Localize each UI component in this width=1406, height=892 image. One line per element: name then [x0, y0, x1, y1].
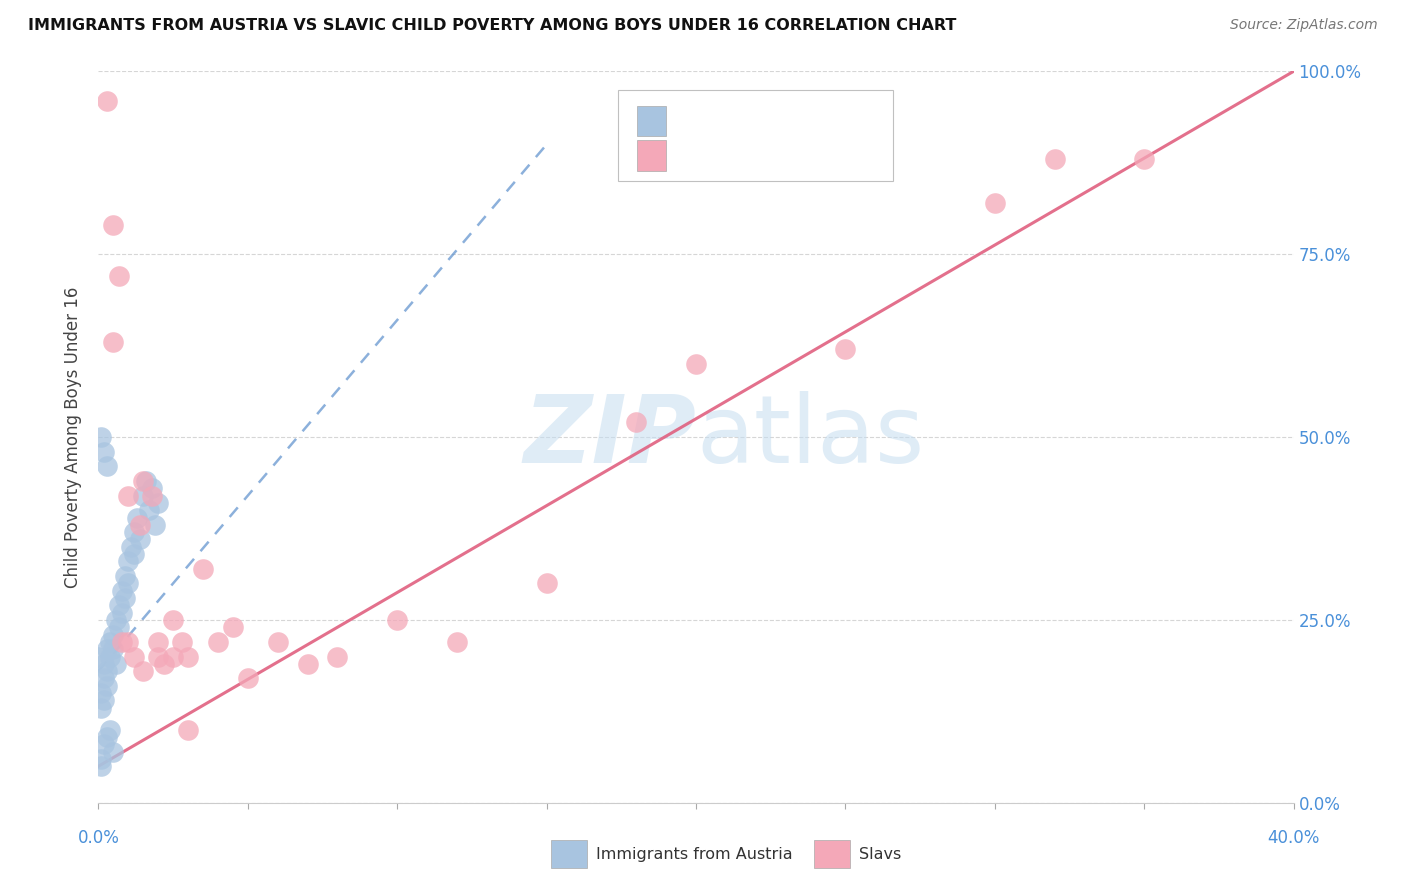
Point	[385, 613, 409, 627]
Point	[105, 613, 128, 627]
Text: R = 0.354: R = 0.354	[682, 112, 765, 130]
Point	[96, 679, 118, 693]
Point	[984, 196, 1007, 211]
Point	[124, 525, 146, 540]
Text: ZIP: ZIP	[523, 391, 696, 483]
Point	[87, 649, 110, 664]
Point	[117, 576, 139, 591]
Point	[96, 730, 118, 744]
Point	[96, 642, 118, 657]
Point	[103, 218, 125, 232]
Point	[117, 554, 139, 568]
Point	[111, 583, 134, 598]
Point	[129, 517, 152, 532]
Point	[207, 635, 229, 649]
Point	[108, 269, 131, 284]
Point	[117, 489, 139, 503]
Text: atlas: atlas	[696, 391, 924, 483]
Text: 0.0%: 0.0%	[77, 830, 120, 847]
Text: 40.0%: 40.0%	[1267, 830, 1320, 847]
FancyBboxPatch shape	[637, 140, 666, 171]
Point	[132, 474, 155, 488]
Point	[111, 635, 134, 649]
Point	[108, 599, 131, 613]
FancyBboxPatch shape	[814, 840, 851, 868]
Point	[96, 459, 118, 474]
Point	[236, 672, 259, 686]
Point	[124, 547, 146, 561]
Point	[143, 517, 166, 532]
Text: IMMIGRANTS FROM AUSTRIA VS SLAVIC CHILD POVERTY AMONG BOYS UNDER 16 CORRELATION : IMMIGRANTS FROM AUSTRIA VS SLAVIC CHILD …	[28, 18, 956, 33]
Point	[114, 569, 136, 583]
Point	[1043, 152, 1066, 166]
Point	[93, 693, 115, 707]
Point	[129, 533, 152, 547]
Point	[90, 686, 112, 700]
Point	[132, 664, 155, 678]
Point	[108, 620, 131, 634]
Text: Slavs: Slavs	[859, 847, 901, 862]
Point	[103, 745, 125, 759]
Point	[148, 649, 170, 664]
Point	[103, 642, 125, 657]
Point	[138, 503, 160, 517]
Point	[90, 430, 112, 444]
Point	[132, 489, 155, 503]
Point	[117, 635, 139, 649]
Point	[177, 723, 200, 737]
Point	[124, 649, 146, 664]
Point	[191, 562, 214, 576]
Point	[148, 635, 170, 649]
Point	[96, 664, 118, 678]
Point	[90, 752, 112, 766]
Point	[172, 635, 194, 649]
Text: N = 43: N = 43	[801, 112, 863, 130]
Point	[162, 613, 184, 627]
Point	[685, 357, 707, 371]
Point	[103, 334, 125, 349]
Point	[446, 635, 468, 649]
Point	[98, 649, 122, 664]
Point	[96, 94, 118, 108]
Y-axis label: Child Poverty Among Boys Under 16: Child Poverty Among Boys Under 16	[65, 286, 83, 588]
Point	[93, 672, 115, 686]
Point	[141, 489, 163, 503]
Point	[267, 635, 290, 649]
FancyBboxPatch shape	[637, 106, 666, 136]
FancyBboxPatch shape	[551, 840, 588, 868]
Point	[114, 591, 136, 605]
Point	[90, 759, 112, 773]
Point	[162, 649, 184, 664]
FancyBboxPatch shape	[619, 90, 893, 181]
Point	[141, 481, 163, 495]
Point	[98, 723, 122, 737]
Point	[98, 635, 122, 649]
Point	[120, 540, 142, 554]
Point	[153, 657, 176, 671]
Point	[93, 444, 115, 458]
Point	[135, 474, 157, 488]
Text: Immigrants from Austria: Immigrants from Austria	[596, 847, 792, 862]
Point	[148, 496, 170, 510]
Point	[105, 657, 128, 671]
Text: R = 0.598: R = 0.598	[682, 146, 765, 164]
Point	[127, 510, 149, 524]
Point	[177, 649, 200, 664]
Point	[297, 657, 319, 671]
Point	[103, 627, 125, 641]
Text: Source: ZipAtlas.com: Source: ZipAtlas.com	[1230, 18, 1378, 32]
Point	[326, 649, 349, 664]
Text: N = 36: N = 36	[801, 146, 863, 164]
Point	[93, 657, 115, 671]
Point	[834, 343, 856, 357]
Point	[93, 737, 115, 751]
Point	[626, 416, 648, 430]
Point	[90, 700, 112, 714]
Point	[111, 606, 134, 620]
Point	[222, 620, 245, 634]
Point	[1133, 152, 1156, 166]
Point	[536, 576, 558, 591]
